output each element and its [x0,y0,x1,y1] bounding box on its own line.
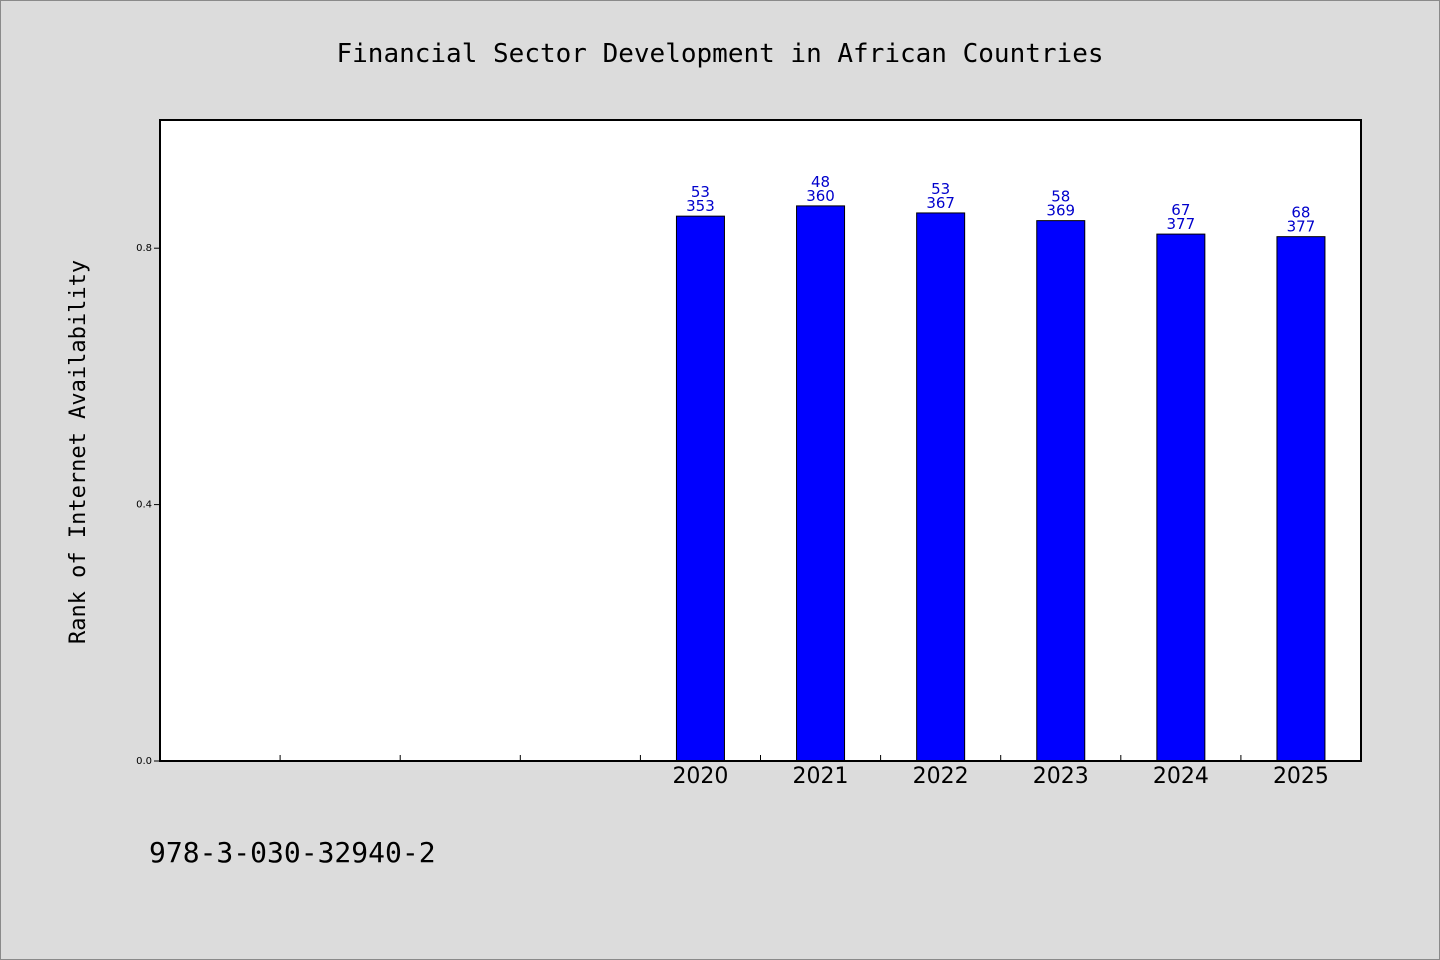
data-label-bottom-2021: 360 [806,187,835,205]
bar-2023 [1036,220,1086,762]
x-tick-label-2024: 2024 [1153,764,1209,789]
data-label-bottom-2022: 367 [926,194,955,212]
bar-2022 [916,212,966,762]
bar-series [675,205,1326,762]
y-axis-ticks: 0.0 0.4 0.8 [136,243,160,767]
bar-2024 [1156,233,1206,762]
x-tick-label-2021: 2021 [793,764,849,789]
y-tick-label: 0.8 [136,243,152,254]
bar-2025 [1276,236,1326,762]
data-label-top-2020: 53 [691,183,710,201]
data-label-bottom-2020: 353 [686,197,715,215]
chart-title: Financial Sector Development in African … [336,39,1103,69]
x-tick-label-2022: 2022 [913,764,969,789]
data-label-bottom-2025: 377 [1287,218,1316,236]
data-label-top-2024: 67 [1171,201,1190,219]
data-label-bottom-2023: 369 [1046,202,1075,220]
x-tick-label-2025: 2025 [1273,764,1329,789]
data-label-top-2021: 48 [811,173,830,191]
bar-2020 [675,215,725,762]
data-label-top-2023: 58 [1051,188,1070,206]
y-tick-label: 0.4 [136,500,152,511]
y-axis-label: Rank of Internet Availability [66,260,91,644]
x-tick-labels: 2020 2021 2022 2023 2024 2025 [672,764,1328,789]
data-label-bottom-2024: 377 [1167,215,1196,233]
x-tick-label-2023: 2023 [1033,764,1089,789]
data-label-top-2025: 68 [1291,204,1310,222]
footer-note: 978-3-030-32940-2 [149,836,436,869]
plot-area [159,119,1362,762]
bar-2021 [796,205,846,762]
y-tick-label: 0.0 [136,756,152,767]
data-label-top-2022: 53 [931,180,950,198]
x-tick-label-2020: 2020 [672,764,728,789]
